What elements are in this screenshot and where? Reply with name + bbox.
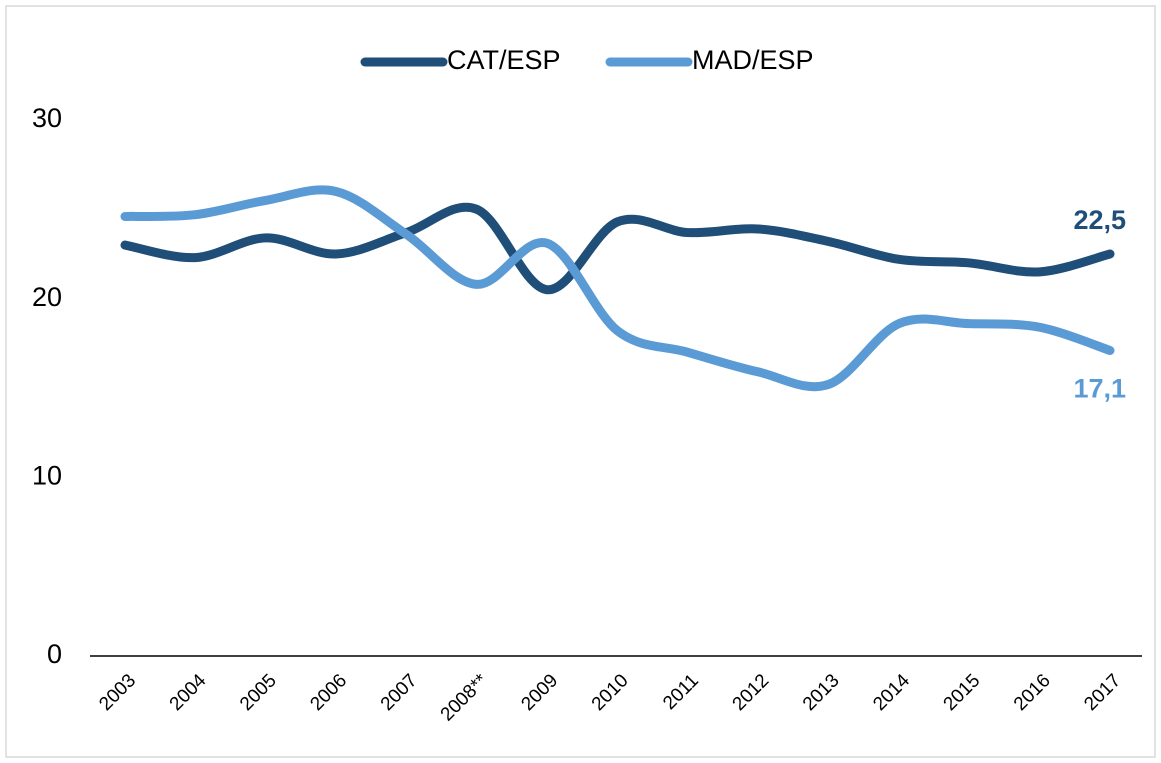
y-tick-label: 30 [32,103,62,133]
series-line [120,202,1115,295]
legend-label: CAT/ESP [447,45,561,75]
y-tick-label: 20 [32,282,62,312]
legend-label: MAD/ESP [692,45,814,75]
series-line [120,185,1115,392]
chart-frame [5,5,1156,758]
y-tick-label: 0 [47,639,62,669]
y-tick-label: 10 [32,460,62,490]
data-label: 17,1 [1073,374,1126,404]
data-label: 22,5 [1073,205,1126,235]
